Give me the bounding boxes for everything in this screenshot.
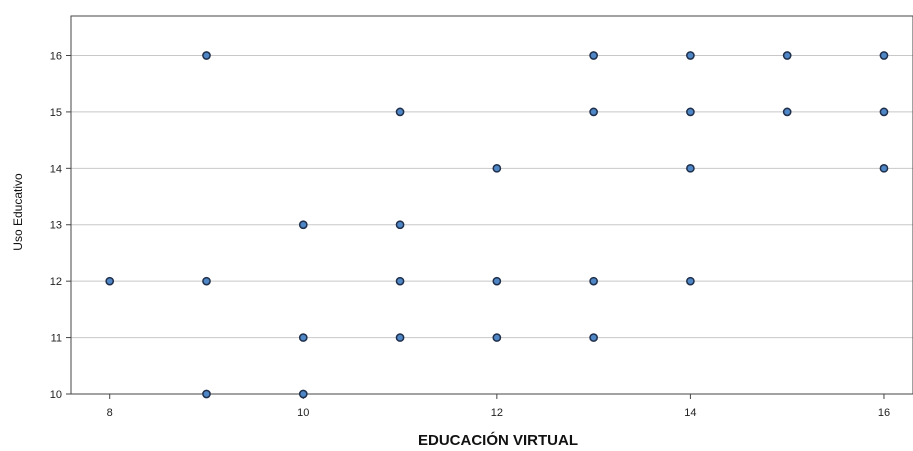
data-point [589, 107, 598, 117]
data-point [492, 163, 502, 173]
x-tick-label: 10 [297, 407, 309, 419]
data-point [492, 333, 502, 342]
data-point [395, 220, 405, 230]
y-tick-label: 15 [50, 107, 62, 119]
data-point [589, 333, 598, 342]
plot-frame [70, 15, 913, 395]
x-tick-label: 16 [878, 407, 890, 419]
data-point [105, 276, 115, 286]
data-point [298, 389, 308, 399]
data-point [202, 51, 211, 60]
data-point [492, 276, 502, 286]
y-tick-label: 16 [50, 50, 62, 62]
data-point [686, 163, 695, 173]
x-axis-ticks: 8 10 12 14 16 [107, 394, 890, 419]
data-point [879, 107, 889, 117]
data-points [105, 51, 889, 399]
y-tick-label: 12 [50, 276, 62, 288]
data-point [686, 107, 695, 117]
y-axis-ticks: 10 11 12 13 14 15 16 [50, 50, 71, 401]
data-point [298, 333, 308, 342]
y-axis-title: Uso Educativo [11, 173, 25, 251]
data-point [202, 389, 211, 399]
y-tick-label: 11 [51, 333, 62, 345]
y-tick-label: 13 [50, 220, 62, 232]
x-tick-label: 12 [491, 407, 503, 419]
x-axis-title: EDUCACIÓN VIRTUAL [418, 431, 578, 449]
y-tick-label: 14 [50, 163, 62, 175]
data-point [202, 276, 211, 286]
data-point [782, 107, 792, 117]
data-point [879, 51, 889, 60]
data-point [686, 276, 695, 286]
gridlines [71, 54, 913, 395]
x-tick-label: 8 [107, 407, 113, 419]
data-point [395, 107, 405, 117]
data-point [298, 220, 308, 230]
data-point [686, 51, 695, 60]
data-point [589, 276, 598, 286]
y-tick-label: 10 [50, 389, 62, 401]
data-point [589, 51, 598, 60]
data-point [879, 163, 889, 173]
x-tick-label: 14 [684, 407, 696, 419]
data-point [782, 51, 792, 60]
data-point [395, 333, 405, 342]
data-point [395, 276, 405, 286]
